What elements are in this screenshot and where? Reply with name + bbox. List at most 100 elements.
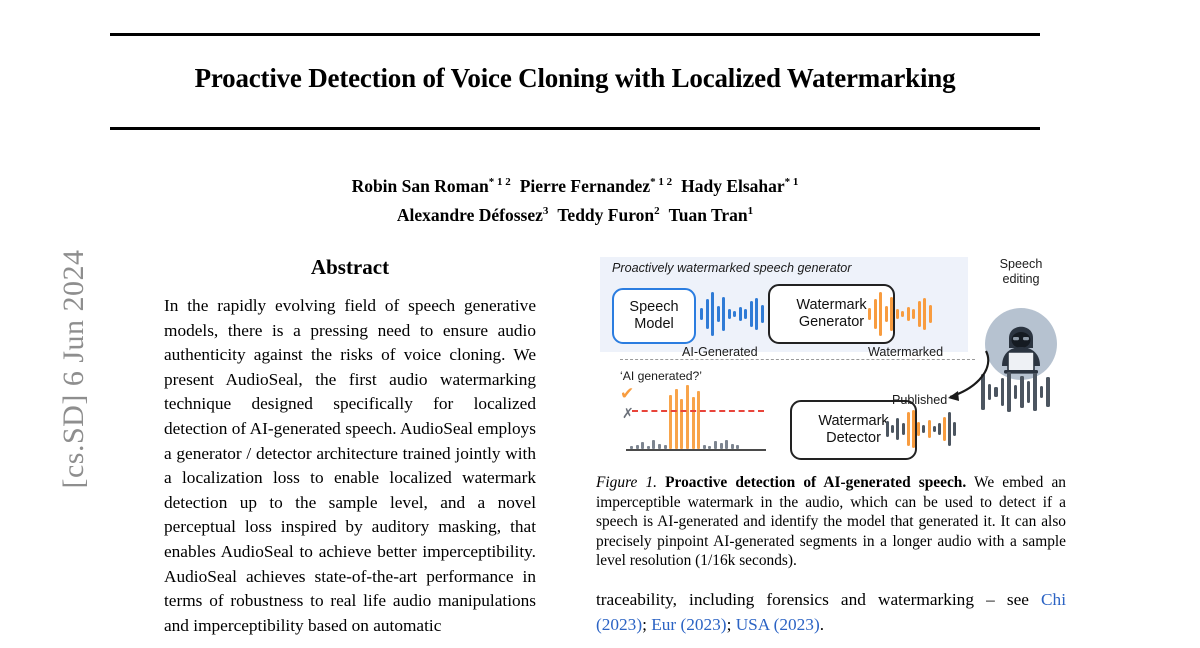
waveform-bar [928,304,932,324]
ai-generated-waveform-icon [700,292,764,336]
detector-bar [713,440,717,449]
abstract-heading: Abstract [310,255,390,279]
detector-bar [725,439,729,449]
page-title: Proactive Detection of Voice Cloning wit… [194,63,956,93]
figure-number: Figure 1. [596,474,657,491]
citation-link[interactable]: Eur (2023) [651,614,727,634]
waveform-bar [722,296,725,332]
detector-bar [635,444,639,449]
detector-bar [630,445,633,449]
waveform-bar [917,301,921,327]
body-paragraph-prefix: traceability, including forensics and wa… [596,589,1042,609]
author-name: Hady Elsahar [681,175,785,196]
right-column: Proactively watermarked speech generator… [596,252,1066,637]
waveform-bar [711,292,714,336]
waveform-bar [981,374,985,410]
figure-caption: Figure 1. Proactive detection of AI-gene… [596,473,1066,571]
watermarked-waveform-icon [868,292,932,336]
citation-separator: ; [726,614,736,634]
waveform-bar [1000,378,1004,406]
caption-bold-lead: Proactive detection of AI-generated spee… [665,474,967,491]
panel-label: Proactively watermarked speech generator [612,261,852,275]
waveform-bar [901,423,905,435]
rule-top [110,33,1040,36]
body-paragraph: traceability, including forensics and wa… [596,588,1066,637]
author-affiliation-marks: 2 [654,204,660,217]
waveform-bar [953,422,957,436]
detection-mini-chart: ✔ ✗ [620,380,768,456]
waveform-bar [923,297,926,331]
author-name: Alexandre Défossez [396,204,543,225]
waveform-bar [896,417,900,441]
rule-bottom [110,127,1040,130]
edit-arrow-icon [948,350,990,401]
waveform-bar [884,305,888,323]
waveform-bar [927,420,931,438]
detector-bar [691,397,695,449]
arxiv-stamp: [cs.SD] 6 Jun 2024 [57,249,90,489]
waveform-bar [749,301,753,327]
mini-chart-bars [630,383,740,449]
check-icon: ✔ [620,384,635,404]
waveform-bar [922,424,926,434]
detector-bar [702,444,706,449]
cross-icon: ✗ [622,406,634,422]
author-line-1: Robin San Roman* 1 2 Pierre Fernandez* 1 … [110,170,1040,199]
waveform-bar [744,309,747,319]
waveform-bar [901,311,904,317]
detection-threshold-line [632,410,764,412]
edited-waveform-icon [981,372,1050,412]
waveform-bar [733,311,736,317]
waveform-bar [1026,381,1030,403]
author-affiliation-marks: * 1 [784,176,799,188]
speech-model-label-2: Model [634,316,674,332]
author-affiliation-marks: 3 [542,204,549,217]
waveform-bar [987,383,991,401]
detector-bar [685,385,689,449]
section-divider [620,359,975,360]
waveform-bar [886,421,889,437]
waveform-bar [890,296,893,332]
detector-bar [669,395,673,449]
waveform-bar [1007,372,1011,412]
citation-link[interactable]: USA (2023) [735,614,820,634]
detector-bar [730,443,734,449]
ai-generated-label: AI-Generated [682,345,758,359]
author-name: Pierre Fernandez [519,175,651,196]
detector-bar [719,442,723,449]
figure-1: Proactively watermarked speech generator… [596,252,1066,467]
author-affiliation-marks: * 1 2 [650,176,673,188]
waveform-bar [932,425,936,433]
waveform-bar [705,298,709,330]
waveform-bar [755,297,758,331]
waveform-bar [917,422,921,436]
watermark-detector-label-2: Detector [826,430,881,446]
detector-bar [641,441,645,449]
speech-editing-label: Speech editing [986,257,1056,287]
published-label: Published [892,393,948,407]
author-list: Robin San Roman * 1 2 Pierre Fernandez* 1 … [110,170,1040,228]
detector-bar [652,439,656,449]
author-name: Robin San Roman [351,175,489,196]
waveform-bar [738,307,742,321]
published-waveform-icon [886,410,957,448]
waveform-bar [948,412,952,446]
detector-bar [646,445,650,449]
detector-bar [657,443,661,449]
detector-bar [697,391,701,449]
citation-link[interactable]: Chi (2023) [596,589,1066,634]
waveform-bar [760,304,764,324]
hacker-avatar-icon [982,304,1060,382]
waveform-bar [716,305,720,323]
watermarked-label: Watermarked [868,345,944,359]
waveform-bar [994,386,998,398]
waveform-bar [700,308,703,320]
waveform-bar [911,410,915,448]
citation-separator: ; [642,614,652,634]
citation-group: Chi (2023); Eur (2023); USA (2023). [596,590,1066,634]
detector-bar [674,389,678,449]
waveform-bar [912,309,915,319]
waveform-bar [906,307,910,321]
waveform-bar [943,416,947,442]
